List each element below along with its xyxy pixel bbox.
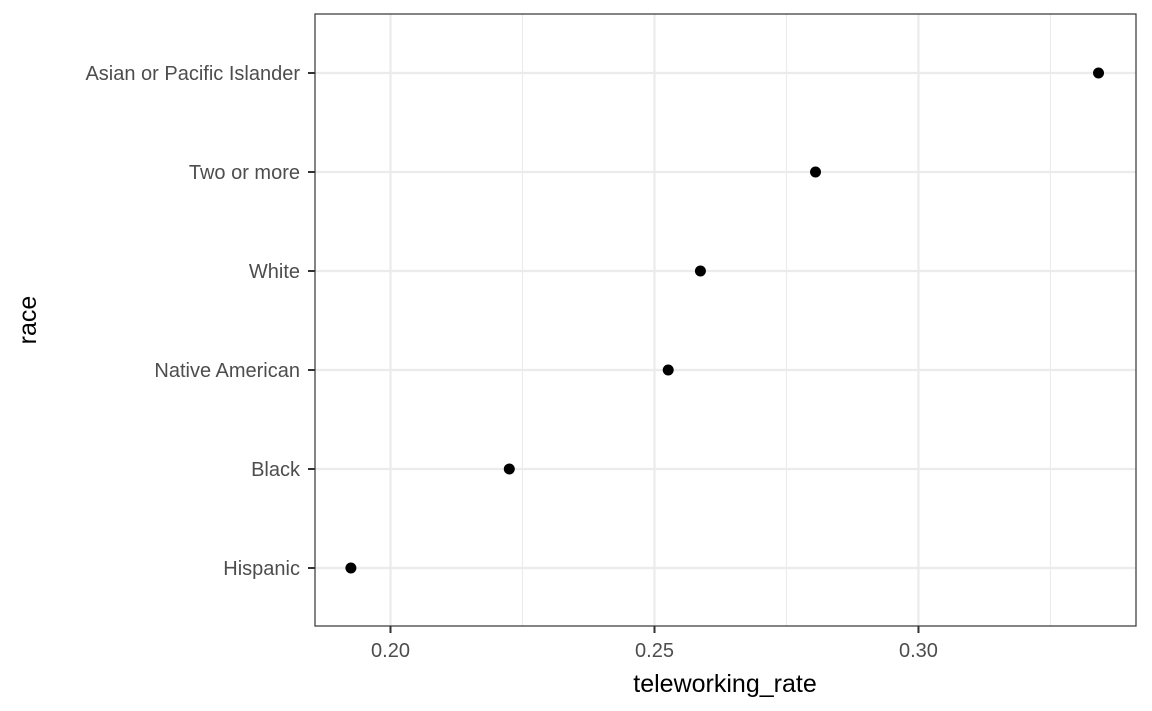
grid-layer [315, 14, 1136, 626]
data-point [345, 562, 357, 574]
data-point [503, 463, 515, 475]
x-axis-title: teleworking_rate [633, 670, 816, 698]
y-tick-label: White [249, 261, 300, 283]
data-point [694, 265, 706, 277]
data-point [1093, 67, 1105, 79]
y-tick-label: Asian or Pacific Islander [85, 63, 300, 85]
x-tick-label: 0.20 [371, 640, 410, 662]
points-layer [345, 67, 1105, 574]
y-tick-label: Black [251, 459, 301, 481]
panel-border [314, 13, 1137, 627]
data-point [810, 166, 822, 178]
y-tick-label: Two or more [189, 162, 300, 184]
panel-background [315, 14, 1136, 626]
y-axis-title: race [14, 296, 42, 345]
y-tick-label: Hispanic [223, 558, 300, 580]
data-point [662, 364, 674, 376]
x-tick-label: 0.30 [899, 640, 938, 662]
axes-layer [308, 13, 1137, 633]
x-tick-label: 0.25 [635, 640, 674, 662]
labels-layer: Hispanic Black Native American White Two or … [85, 63, 937, 662]
y-tick-label: Native American [154, 360, 300, 382]
